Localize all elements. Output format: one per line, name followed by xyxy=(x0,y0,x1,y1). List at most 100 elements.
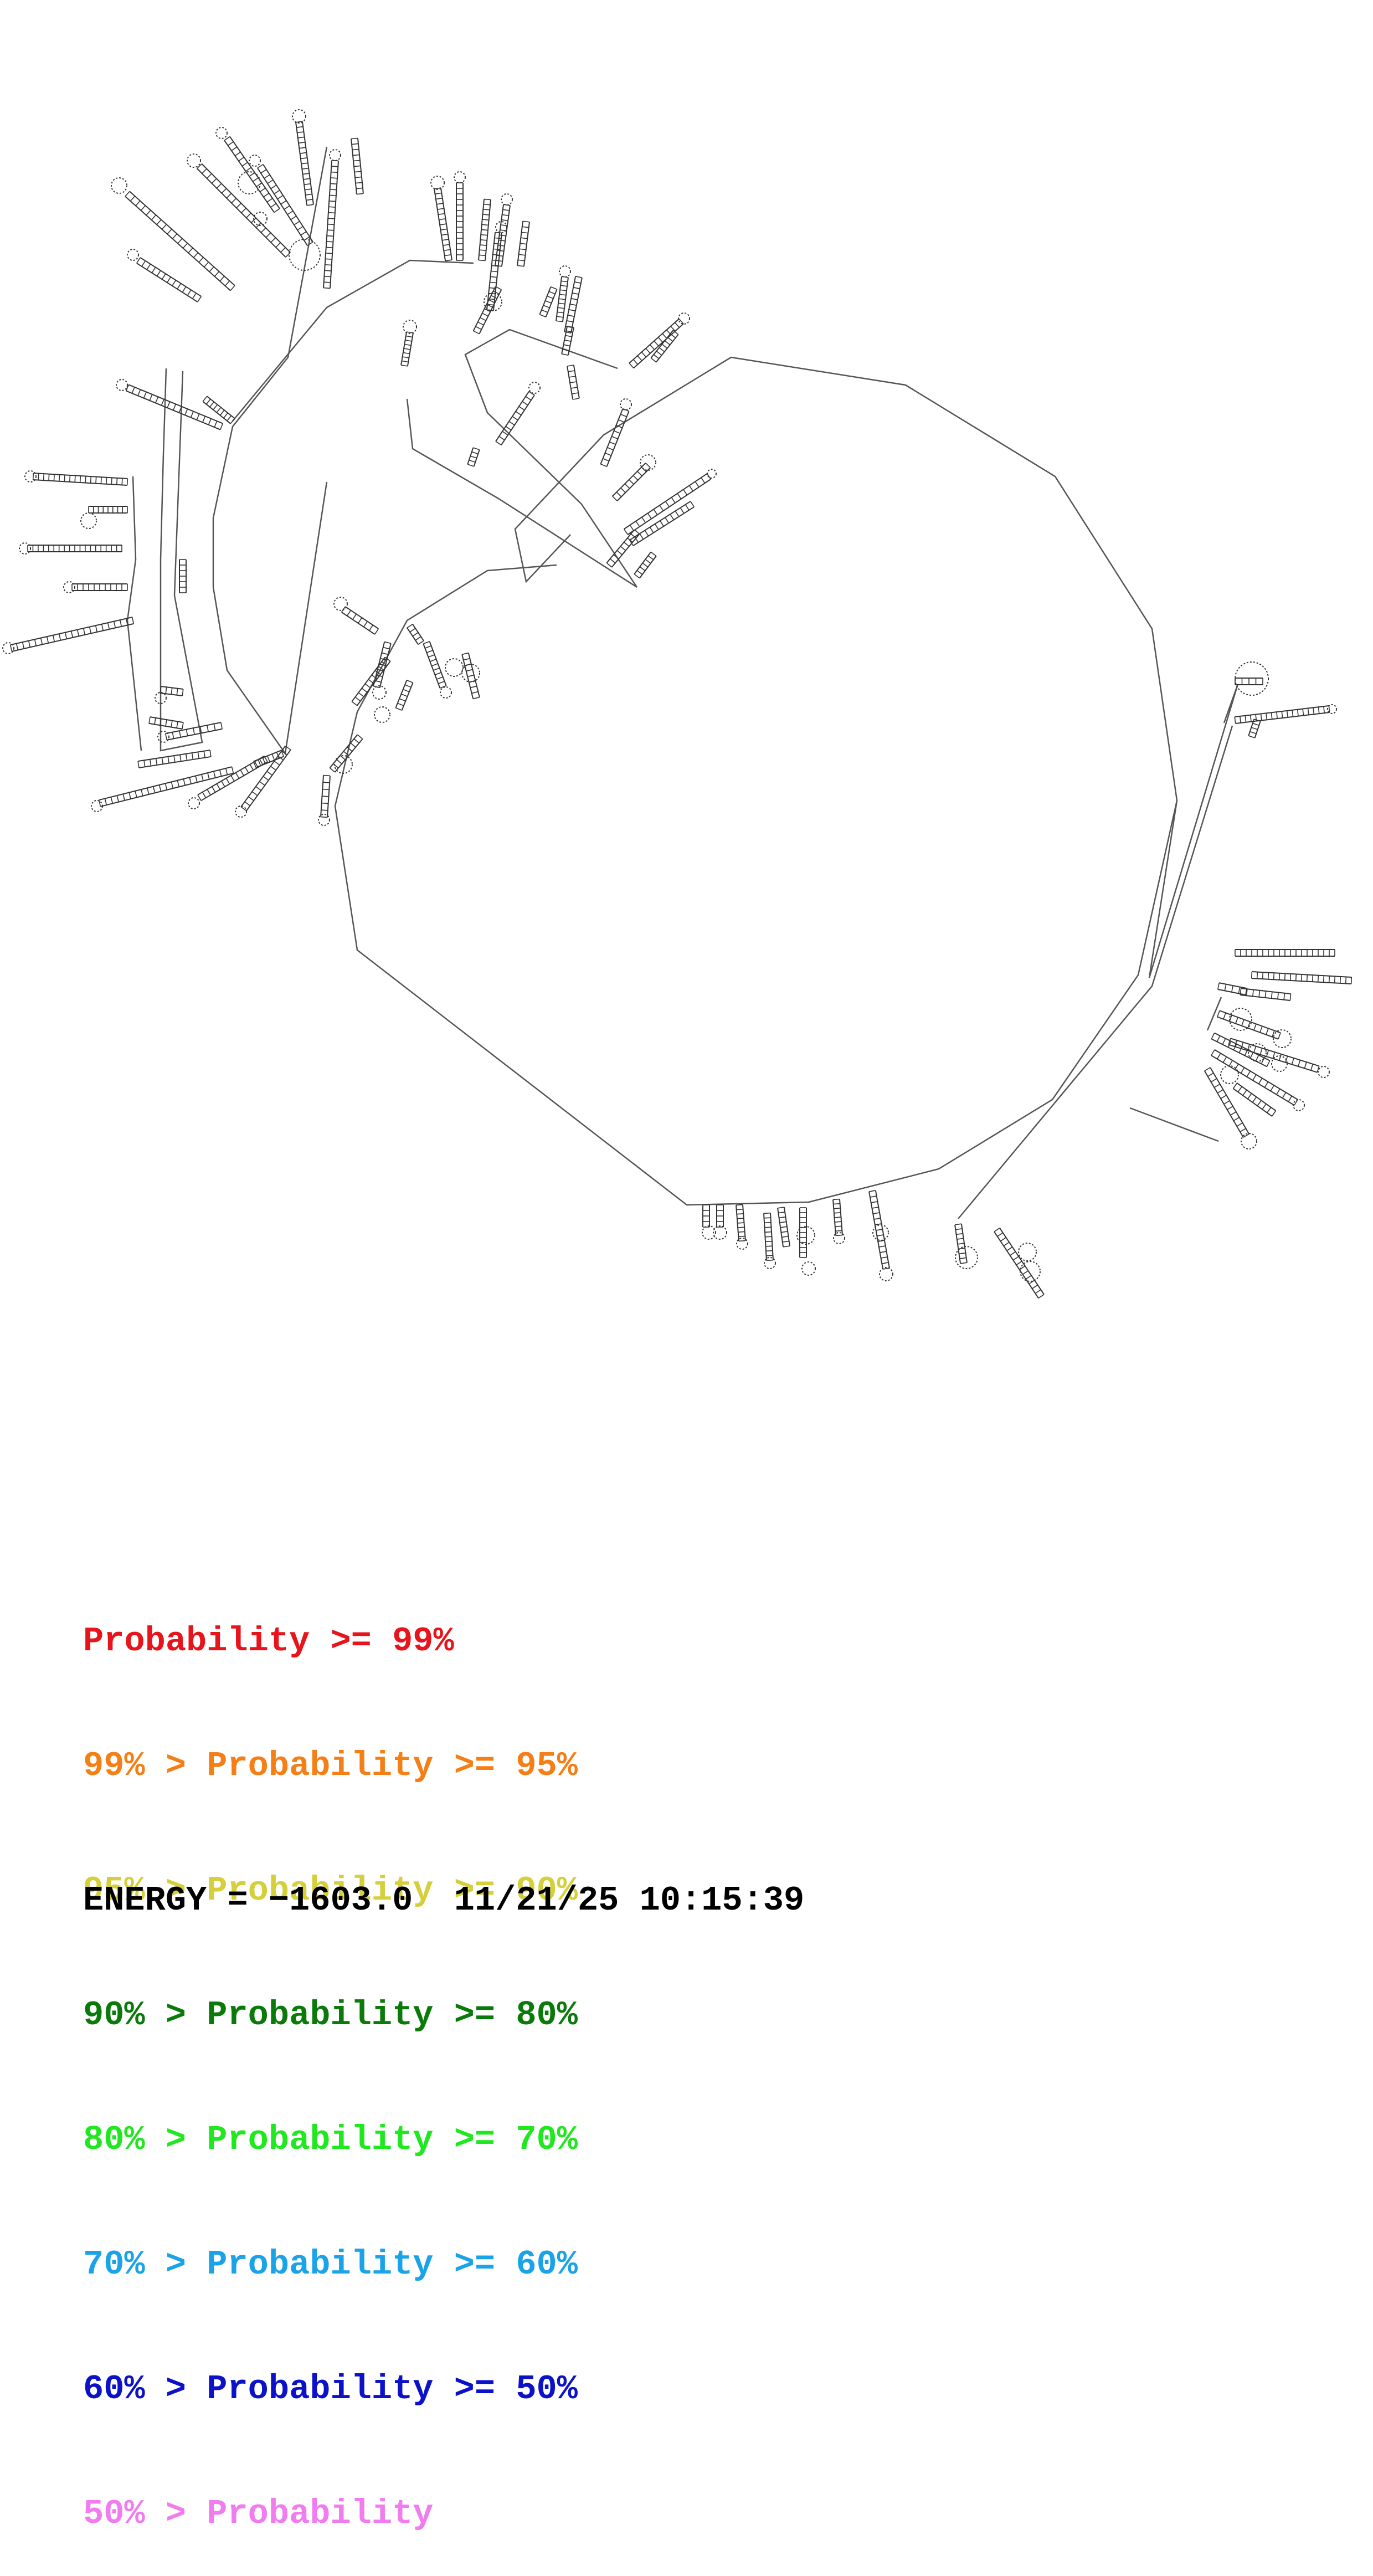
helix-stem xyxy=(329,734,363,773)
helix-stem xyxy=(197,755,268,802)
hairpin-loop xyxy=(620,398,632,410)
legend-row-90: 95% > Probability >= 90% xyxy=(83,1870,578,1911)
hairpin-loop xyxy=(374,706,390,723)
helix-stem xyxy=(224,136,280,213)
helix-stem xyxy=(868,1190,890,1270)
backbone-segment xyxy=(1206,997,1222,1031)
backbone-segment xyxy=(958,725,1233,1219)
helix-stem xyxy=(650,330,679,363)
legend-prefix: 60% > xyxy=(83,2369,207,2409)
helix-stem xyxy=(832,1198,843,1236)
helix-stem xyxy=(994,1228,1045,1299)
hairpin-loop xyxy=(796,1226,815,1245)
hairpin-loop xyxy=(528,382,541,394)
helix-stem xyxy=(423,641,447,689)
hairpin-loop xyxy=(1273,1029,1292,1048)
hairpin-loop xyxy=(292,109,306,124)
legend-row-60: 70% > Probability >= 60% xyxy=(83,2244,578,2285)
hairpin-loop xyxy=(187,153,201,168)
helix-stem xyxy=(320,774,331,818)
rna-secondary-structure-diagram xyxy=(2,109,1353,1299)
helix-stem xyxy=(495,391,535,445)
hairpin-loop xyxy=(91,800,103,812)
backbone-lines xyxy=(126,146,1239,1219)
legend-label: Probability >= 99% xyxy=(83,1621,454,1661)
backbone-segment xyxy=(126,476,142,751)
hairpin-loop xyxy=(238,171,261,194)
legend-prefix: 95% > xyxy=(83,1871,207,1910)
hairpin-loop xyxy=(1271,1055,1288,1072)
hairpin-loop xyxy=(501,193,513,206)
backbone-segment xyxy=(514,356,732,583)
hairpin-loop xyxy=(188,797,200,809)
hairpin-loop xyxy=(1020,1261,1041,1282)
helix-stem xyxy=(1217,1010,1281,1040)
legend-row-below-50: 50% > Probability xyxy=(83,2493,578,2534)
hairpin-loop xyxy=(454,171,466,183)
helix-stem xyxy=(1211,1032,1271,1068)
hairpin-loop xyxy=(955,1246,978,1269)
hairpin-loop xyxy=(1018,1243,1037,1261)
hairpin-loop xyxy=(334,755,353,774)
backbone-segment xyxy=(232,259,474,422)
hairpin-loop xyxy=(1229,1008,1252,1031)
hairpin-loop xyxy=(872,1224,889,1241)
helix-stem xyxy=(395,680,414,711)
helix-stem xyxy=(1234,705,1330,724)
central-multiloop xyxy=(334,356,1178,1206)
legend-label: Probability >= 80% xyxy=(207,1995,578,2035)
helix-stem xyxy=(567,365,580,400)
hairpin-loop xyxy=(801,1261,816,1276)
hairpin-loop xyxy=(215,127,228,139)
hairpin-loop xyxy=(1318,1066,1330,1078)
helix-stem xyxy=(478,198,491,261)
helix-stem xyxy=(125,191,235,291)
helix-stem xyxy=(1251,971,1353,984)
structure-canvas xyxy=(2,109,1353,1299)
helix-stem xyxy=(799,1207,807,1258)
hairpin-loop xyxy=(80,512,97,529)
hairpin-loop xyxy=(713,1225,727,1240)
hairpin-loop xyxy=(1235,661,1269,696)
hairpin-loop xyxy=(445,658,464,677)
legend-label: Probability xyxy=(207,2494,434,2533)
helix-stem xyxy=(295,121,314,206)
helix-stem xyxy=(202,396,235,424)
helix-stem xyxy=(1217,982,1247,995)
helix-stem xyxy=(716,1204,724,1228)
hairpin-loops xyxy=(2,109,1337,1282)
helix-stem xyxy=(561,326,574,356)
helix-stem xyxy=(27,545,122,552)
hairpin-loop xyxy=(329,149,341,161)
helix-stem xyxy=(1232,1082,1277,1117)
helix-stem xyxy=(71,583,128,591)
legend-label: Probability >= 70% xyxy=(207,2120,578,2159)
helix-stem xyxy=(434,187,452,261)
backbone-segment xyxy=(212,146,328,756)
backbone-segment xyxy=(1129,1107,1219,1142)
legend-row-80: 90% > Probability >= 80% xyxy=(83,1994,578,2036)
hairpin-loop xyxy=(157,731,169,743)
helix-stem xyxy=(407,624,424,645)
legend-row-50: 60% > Probability >= 50% xyxy=(83,2368,578,2410)
hairpin-loop xyxy=(430,176,445,190)
hairpin-loop xyxy=(333,597,348,611)
hairpin-loop xyxy=(702,1225,716,1240)
helix-stem xyxy=(612,463,651,501)
helix-stem xyxy=(495,204,511,267)
hairpin-loop xyxy=(707,469,717,479)
hairpin-loop xyxy=(155,692,167,704)
energy-timestamp: ENERGY = −1603.0 11/21/25 10:15:39 xyxy=(83,1881,805,1920)
hairpin-loop xyxy=(235,805,247,818)
backbone-segment xyxy=(1148,684,1239,978)
helix-stems xyxy=(9,121,1353,1299)
hairpin-loop xyxy=(289,239,321,271)
hairpin-loop xyxy=(1248,1043,1267,1062)
hairpin-loop xyxy=(461,664,480,683)
helix-stem xyxy=(629,501,695,546)
legend-prefix: 50% > xyxy=(83,2494,207,2533)
legend-label: Probability >= 60% xyxy=(207,2245,578,2284)
legend-prefix: 90% > xyxy=(83,1995,207,2035)
hairpin-loop xyxy=(116,379,128,391)
helix-stem xyxy=(400,331,414,367)
